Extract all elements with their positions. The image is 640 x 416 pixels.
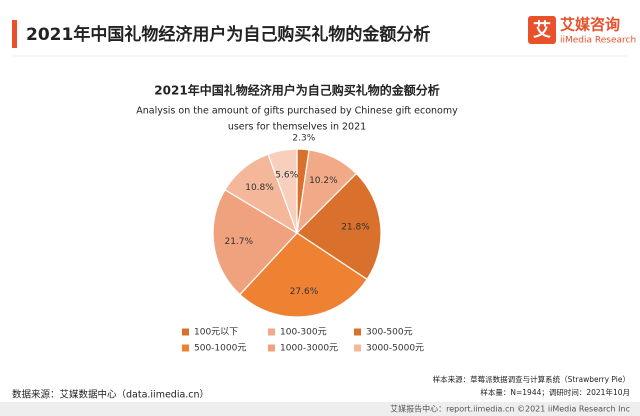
legend-swatch [268, 344, 275, 352]
data-label: 10.2% [309, 176, 338, 186]
header-accent [12, 20, 17, 48]
chart-subtitle: Analysis on the amount of gifts purchase… [136, 106, 458, 117]
legend-label: 500-1000元 [194, 344, 246, 354]
pie-slice [239, 232, 368, 318]
sample-source: 样本来源：草莓派数据调查与计算系统（Strawberry Pie） [433, 374, 630, 384]
legend-label: 100元以下 [194, 328, 238, 338]
data-label: 21.8% [341, 223, 370, 233]
legend: 100元以下 100-300元 300-500元 500-1000元 1000-3000… [182, 328, 424, 354]
legend-swatch [354, 344, 361, 352]
logo-name: 艾媒咨询 [560, 16, 620, 34]
pie-slice [296, 172, 382, 281]
chart-title: 2021年中国礼物经济用户为自己购买礼物的金额分析 [154, 83, 439, 98]
data-label: 2.3% [292, 134, 315, 144]
footer-bar [0, 402, 640, 416]
legend-swatch [268, 328, 275, 336]
data-label: 5.6% [275, 171, 298, 181]
pie-slice [212, 188, 298, 296]
data-label: 27.6% [290, 287, 319, 297]
legend-label: 1000-3000元 [280, 344, 338, 354]
logo-name-en: iiMedia Research [560, 36, 636, 46]
source: 数据来源：艾媒数据中心（data.iimedia.cn） [12, 389, 209, 401]
logo-icon-text: 艾 [533, 19, 551, 41]
legend-swatch [354, 328, 361, 336]
data-label: 10.8% [245, 183, 274, 193]
pie-slice [267, 148, 298, 234]
logo-icon [528, 16, 556, 44]
chart-subtitle: users for themselves in 2021 [228, 122, 366, 133]
page-title: 2021年中国礼物经济用户为自己购买礼物的金额分析 [26, 24, 430, 45]
pie: 2.3% 10.2% 21.8% 27.6% 21.7% 10.8%5.6% [212, 134, 382, 318]
legend-label: 100-300元 [280, 328, 327, 338]
legend-swatch [182, 344, 189, 352]
sample-size: 样本量：N=1944；调研时间：2021年10月 [480, 387, 630, 397]
legend-label: 3000-5000元 [366, 344, 424, 354]
data-label: 21.7% [224, 237, 253, 247]
legend-label: 300-500元 [366, 328, 413, 338]
copyright: 艾媒报告中心：report.iimedia.cn ©2021 iiMedia R… [390, 404, 630, 414]
legend-swatch [182, 328, 189, 336]
